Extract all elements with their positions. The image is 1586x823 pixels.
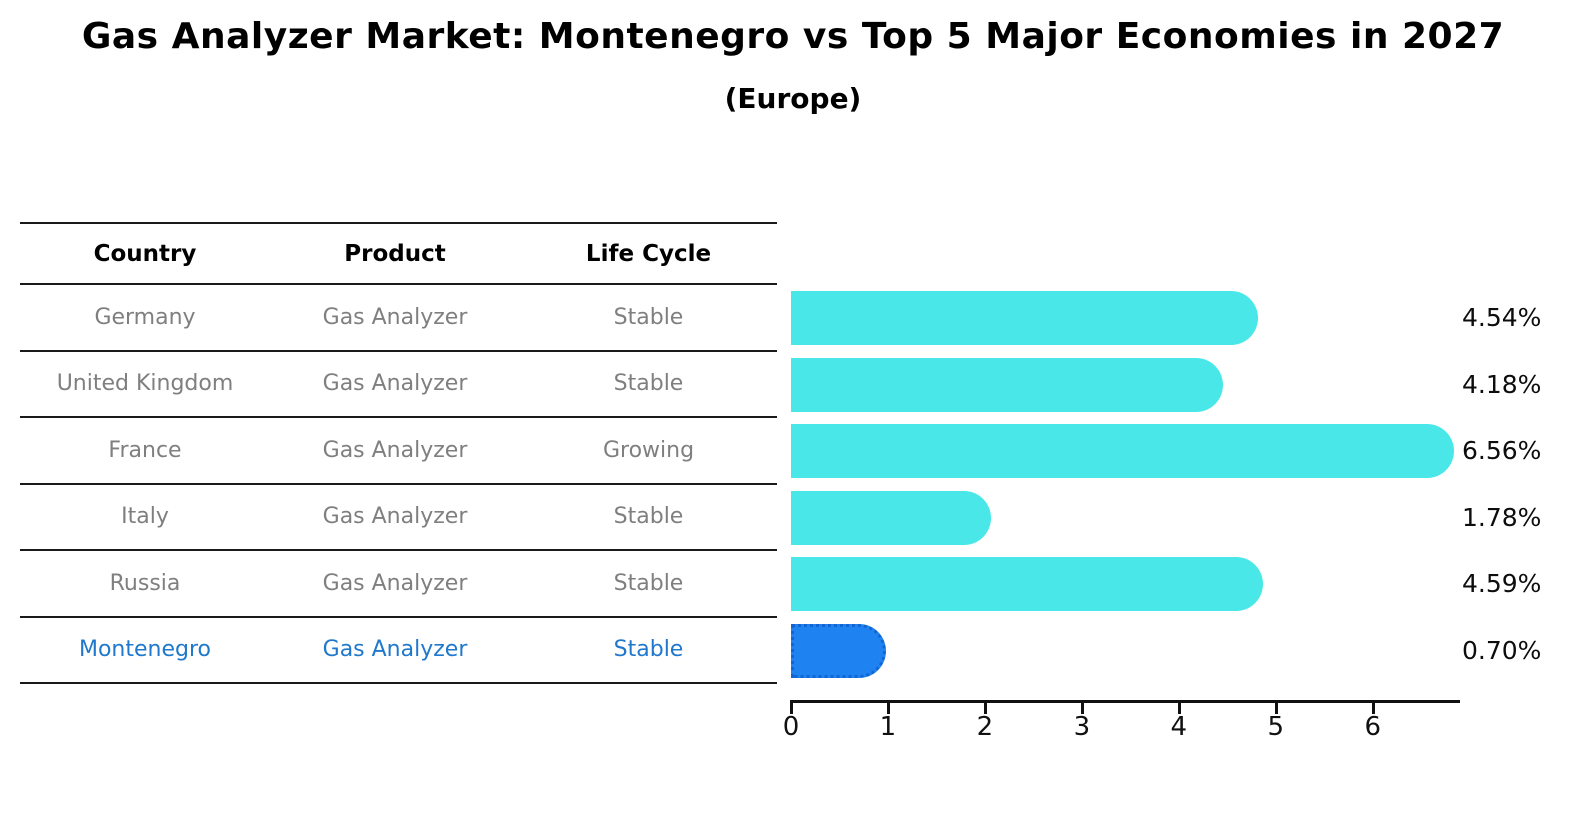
bar-plot-area	[791, 285, 1460, 684]
x-axis-tick-mark	[1177, 700, 1181, 714]
table-cell-country: Montenegro	[78, 637, 211, 663]
table-cell-life-cycle: Stable	[613, 637, 684, 663]
bar-value-label: 4.18%	[1462, 369, 1542, 399]
table-row: Russia Gas Analyzer Stable	[20, 551, 777, 618]
bar-row	[791, 551, 1460, 618]
x-axis-tick-mark	[1274, 700, 1278, 714]
table-cell-life-cycle: Growing	[602, 437, 695, 463]
table-cell-product: Gas Analyzer	[322, 437, 468, 463]
table-row: Germany Gas Analyzer Stable	[20, 285, 777, 352]
table-header-product: Product	[344, 240, 446, 267]
bar-value-label: 4.59%	[1462, 569, 1542, 599]
bar-value-label: 1.78%	[1462, 502, 1542, 532]
bar	[791, 357, 1223, 412]
table-cell-country: Italy	[121, 504, 169, 530]
x-axis-tick-label: 5	[1267, 712, 1285, 742]
x-axis-line	[791, 700, 1460, 703]
bar-value-label: 6.56%	[1462, 436, 1542, 466]
table-cell-product: Gas Analyzer	[322, 637, 468, 663]
table-cell-country: Germany	[94, 304, 196, 330]
table-cell-country: Russia	[109, 570, 181, 596]
comparison-table: Country Product Life Cycle Germany Gas An…	[20, 222, 777, 684]
table-header-country: Country	[93, 240, 197, 267]
table-cell-life-cycle: Stable	[613, 304, 684, 330]
bar-row	[791, 618, 1460, 685]
table-body: Germany Gas Analyzer Stable United Kingdom G…	[20, 285, 777, 684]
bar	[791, 490, 991, 545]
bar-row	[791, 485, 1460, 552]
x-axis-tick-label: 3	[1073, 712, 1091, 742]
table-cell-product: Gas Analyzer	[322, 304, 468, 330]
table-cell-life-cycle: Stable	[613, 504, 684, 530]
chart-title: Gas Analyzer Market: Montenegro vs Top 5…	[81, 16, 1505, 57]
x-axis-tick-label: 6	[1364, 712, 1381, 742]
x-axis-tick-mark	[983, 700, 987, 714]
chart-subtitle: (Europe)	[724, 82, 862, 115]
table-header-lifecycle: Life Cycle	[585, 240, 712, 267]
bar-row	[791, 285, 1460, 352]
table-cell-product: Gas Analyzer	[322, 504, 468, 530]
table-row: Montenegro Gas Analyzer Stable	[20, 618, 777, 684]
bar-value-label: 4.54%	[1462, 303, 1542, 333]
bar-highlight	[791, 623, 886, 678]
table-cell-country: France	[108, 437, 182, 463]
bar	[791, 291, 1258, 345]
table-cell-life-cycle: Stable	[613, 570, 684, 596]
bar-row	[791, 418, 1460, 485]
table-cell-product: Gas Analyzer	[322, 371, 468, 397]
bar	[791, 557, 1263, 611]
bar-row	[791, 352, 1460, 419]
bar-value-label: 0.70%	[1462, 635, 1542, 665]
x-axis-tick-mark	[886, 700, 890, 714]
table-cell-country: United Kingdom	[56, 371, 234, 397]
x-axis-tick-label: 4	[1170, 712, 1188, 742]
x-axis-tick-mark	[1371, 700, 1375, 714]
bar	[791, 424, 1454, 478]
x-axis-tick-label: 2	[976, 712, 994, 742]
table-row: United Kingdom Gas Analyzer Stable	[20, 352, 777, 418]
x-axis-tick-label: 1	[879, 712, 897, 742]
x-axis-tick-mark	[1080, 700, 1084, 714]
table-cell-life-cycle: Stable	[613, 371, 684, 397]
x-axis-tick-label: 0	[782, 712, 800, 742]
table-row: Italy Gas Analyzer Stable	[20, 485, 777, 551]
table-header-row: Country Product Life Cycle	[20, 222, 777, 285]
x-axis-tick-mark	[790, 700, 793, 714]
table-cell-product: Gas Analyzer	[322, 570, 468, 596]
table-row: France Gas Analyzer Growing	[20, 418, 777, 485]
